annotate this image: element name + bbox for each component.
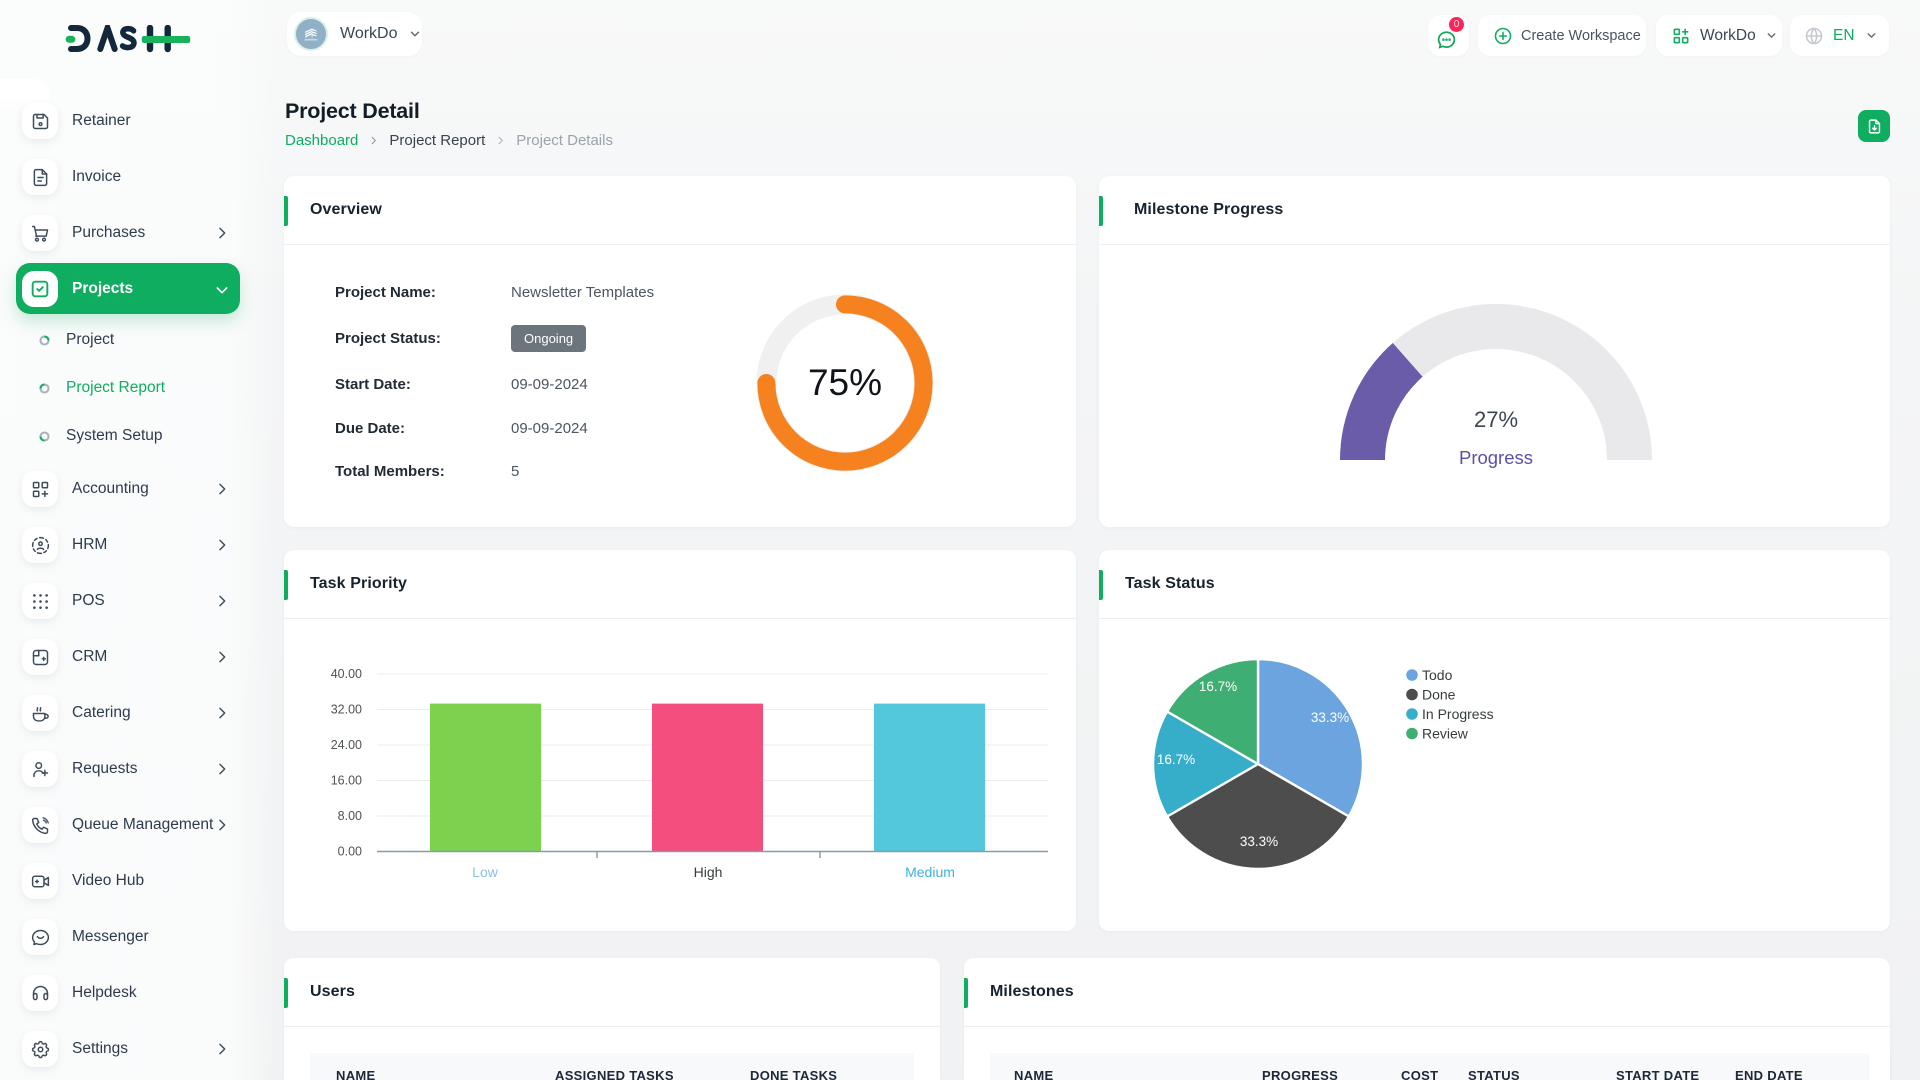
svg-text:High: High: [694, 864, 723, 880]
svg-text:16.00: 16.00: [331, 774, 362, 788]
svg-text:33.3%: 33.3%: [1311, 710, 1349, 725]
svg-text:0.00: 0.00: [338, 845, 362, 859]
svg-text:24.00: 24.00: [331, 738, 362, 752]
svg-text:Medium: Medium: [905, 864, 955, 880]
svg-text:75%: 75%: [808, 362, 882, 403]
svg-text:Todo: Todo: [1422, 667, 1453, 683]
svg-text:In Progress: In Progress: [1422, 706, 1494, 722]
svg-text:Review: Review: [1422, 726, 1469, 742]
svg-text:33.3%: 33.3%: [1240, 834, 1278, 849]
svg-text:16.7%: 16.7%: [1157, 752, 1195, 767]
svg-text:40.00: 40.00: [331, 667, 362, 681]
svg-text:32.00: 32.00: [331, 703, 362, 717]
svg-text:8.00: 8.00: [338, 809, 362, 823]
svg-text:Progress: Progress: [1459, 447, 1533, 468]
svg-text:Low: Low: [472, 864, 499, 880]
svg-text:27%: 27%: [1474, 407, 1518, 432]
svg-text:Done: Done: [1422, 687, 1456, 703]
svg-text:16.7%: 16.7%: [1199, 679, 1237, 694]
